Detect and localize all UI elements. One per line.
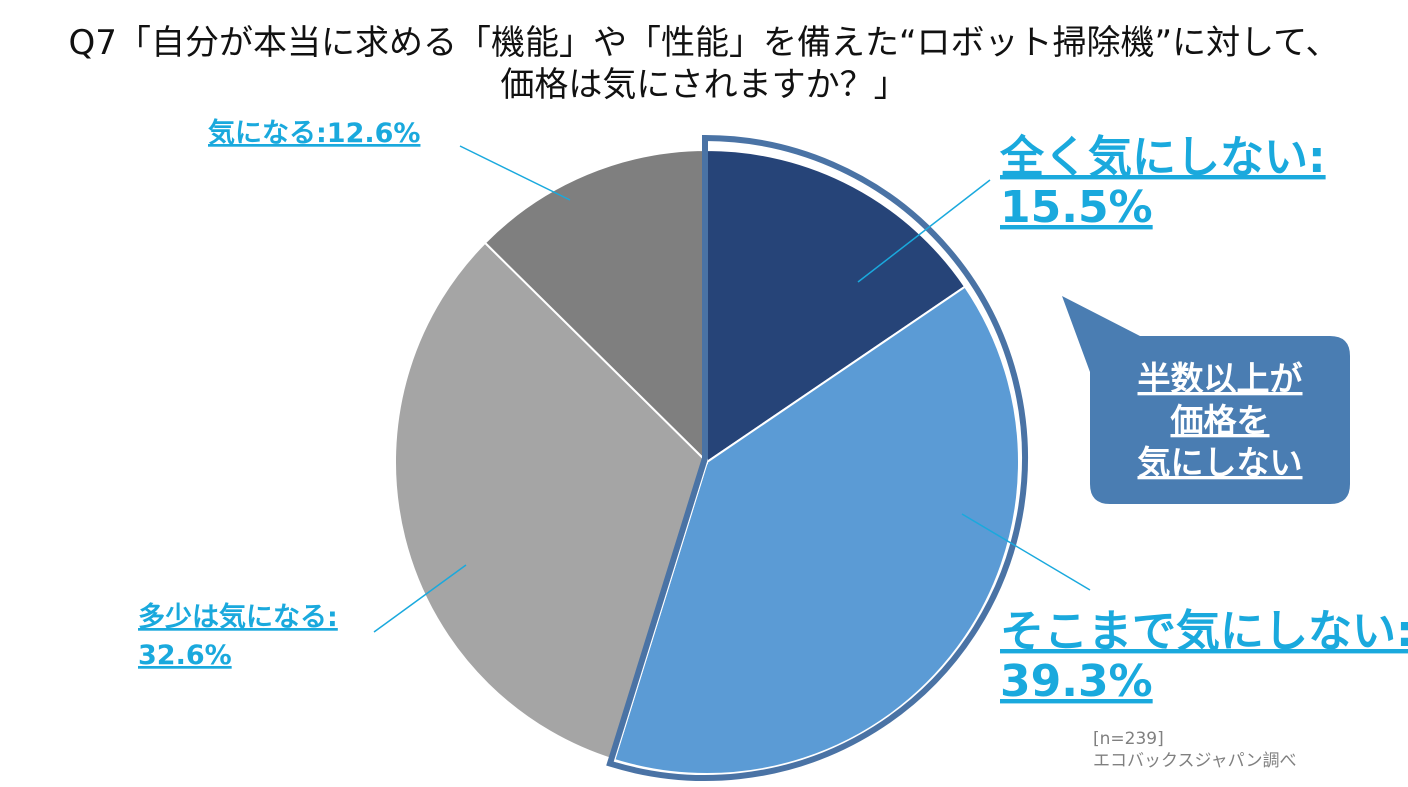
pie-slice-3 — [483, 148, 708, 465]
leader-line-s1 — [961, 513, 1091, 591]
callout-line3: 気にしない — [1138, 443, 1303, 482]
label-s2: 多少は気になる: 32.6% — [138, 601, 338, 671]
sample-size: [n=239] — [1093, 729, 1164, 749]
highlight-border — [606, 134, 1028, 781]
callout-bubble: 半数以上が 価格を 気にしない — [1062, 296, 1350, 504]
source-note: [n=239] エコバックスジャパン調べ — [1093, 728, 1297, 772]
callout-shape — [1062, 296, 1350, 504]
label-s2-value: 32.6% — [138, 640, 232, 671]
survey-org: エコバックスジャパン調べ — [1093, 751, 1297, 771]
chart-title: Q7「自分が本当に求める「機能」や「性能」を備えた“ロボット掃除機”に対して、 … — [0, 22, 1408, 106]
label-s0-name: 全く気にしない: — [999, 132, 1326, 183]
chart-title-line1: Q7「自分が本当に求める「機能」や「性能」を備えた“ロボット掃除機”に対して、 — [68, 23, 1340, 63]
pie-slice-1 — [613, 285, 1020, 775]
callout-line1: 半数以上が — [1138, 359, 1303, 398]
label-s1: そこまで気にしない: 39.3% — [1000, 606, 1408, 707]
leader-line-s0 — [857, 179, 991, 283]
label-s3: 気になる:12.6% — [208, 117, 420, 149]
label-s2-name: 多少は気になる: — [138, 601, 338, 633]
leader-lines — [373, 145, 1091, 633]
label-s3-name: 気になる:12.6% — [208, 117, 420, 149]
label-s0: 全く気にしない: 15.5% — [999, 132, 1326, 233]
pie-slice-0 — [706, 148, 967, 464]
callout-line2: 価格を — [1170, 401, 1270, 440]
pie-slices — [394, 148, 1020, 775]
chart-title-line2: 価格は気にされますか？」 — [500, 65, 908, 105]
leader-line-s3 — [459, 145, 571, 201]
label-s0-value: 15.5% — [1000, 182, 1153, 233]
label-s1-value: 39.3% — [1000, 656, 1153, 707]
leader-line-s2 — [373, 564, 467, 633]
label-s1-name: そこまで気にしない: — [1000, 606, 1408, 657]
pie-slice-2 — [394, 241, 709, 762]
